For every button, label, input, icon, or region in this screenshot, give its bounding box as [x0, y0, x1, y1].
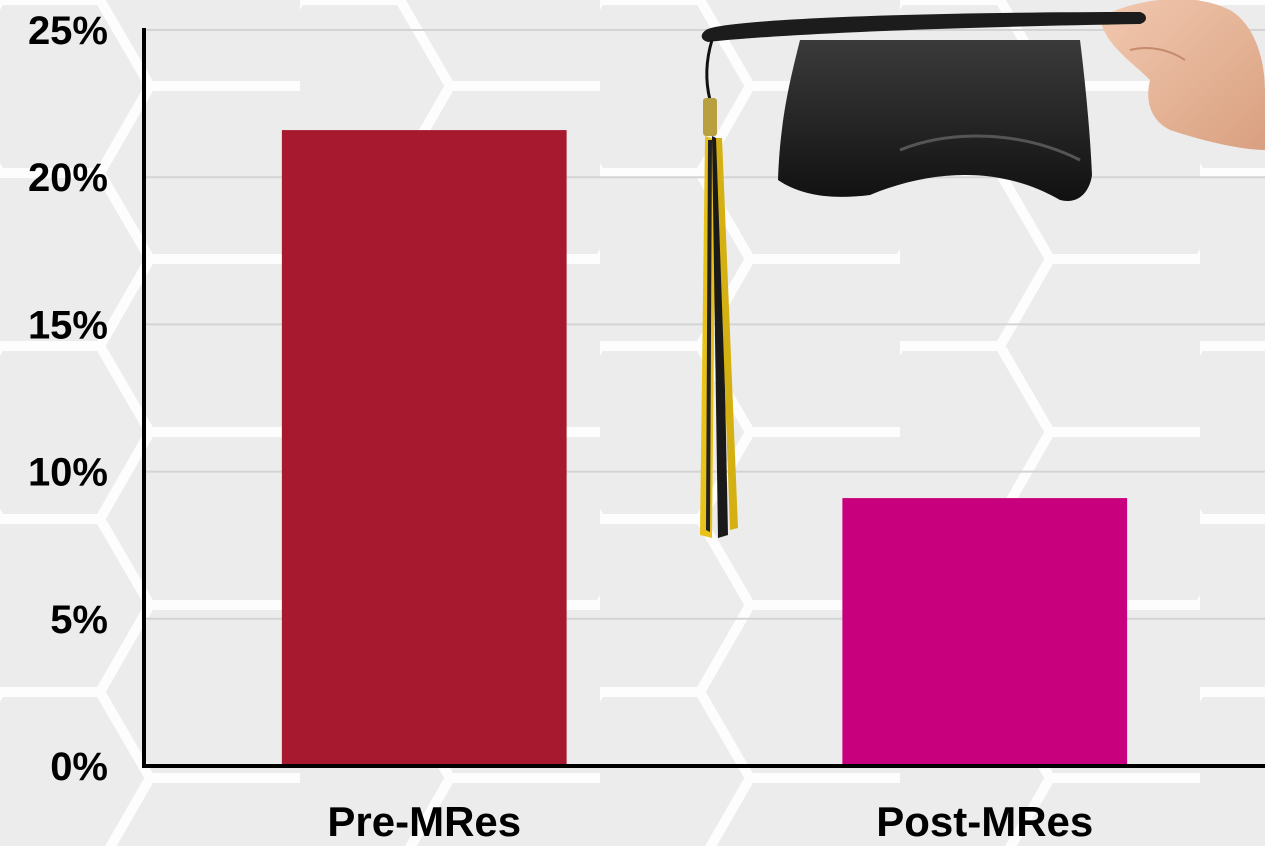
y-tick-label: 25%	[28, 9, 108, 53]
y-tick-labels: 0% 5% 10% 15% 20% 25%	[28, 9, 108, 789]
bar-pre-mres	[281, 130, 567, 766]
y-tick-label: 15%	[28, 303, 108, 347]
bars	[281, 130, 1128, 766]
x-category-labels: Pre-MRes Post-MRes	[327, 798, 1093, 845]
bar-post-mres	[842, 498, 1128, 766]
x-category-label: Pre-MRes	[327, 798, 521, 845]
x-category-label: Post-MRes	[876, 798, 1093, 845]
y-tick-label: 10%	[28, 451, 108, 495]
y-tick-label: 20%	[28, 156, 108, 200]
y-tick-label: 0%	[50, 745, 108, 789]
graduation-cap-icon	[700, 0, 1265, 538]
y-tick-label: 5%	[50, 598, 108, 642]
